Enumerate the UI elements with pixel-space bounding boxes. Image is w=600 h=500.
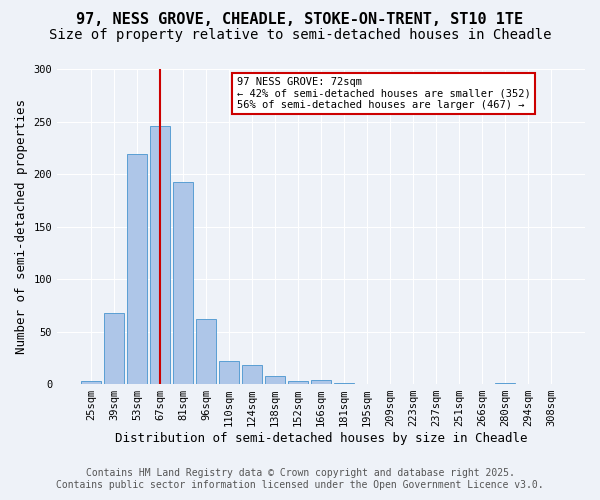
Bar xyxy=(311,380,331,384)
Bar xyxy=(219,361,239,384)
Text: 97, NESS GROVE, CHEADLE, STOKE-ON-TRENT, ST10 1TE: 97, NESS GROVE, CHEADLE, STOKE-ON-TRENT,… xyxy=(76,12,524,28)
Bar xyxy=(81,381,101,384)
Y-axis label: Number of semi-detached properties: Number of semi-detached properties xyxy=(15,99,28,354)
Text: Contains public sector information licensed under the Open Government Licence v3: Contains public sector information licen… xyxy=(56,480,544,490)
Bar xyxy=(150,126,170,384)
X-axis label: Distribution of semi-detached houses by size in Cheadle: Distribution of semi-detached houses by … xyxy=(115,432,527,445)
Bar xyxy=(496,383,515,384)
Bar xyxy=(334,383,354,384)
Bar xyxy=(265,376,285,384)
Text: Size of property relative to semi-detached houses in Cheadle: Size of property relative to semi-detach… xyxy=(49,28,551,42)
Text: 97 NESS GROVE: 72sqm
← 42% of semi-detached houses are smaller (352)
56% of semi: 97 NESS GROVE: 72sqm ← 42% of semi-detac… xyxy=(236,77,530,110)
Bar xyxy=(173,182,193,384)
Bar xyxy=(196,319,216,384)
Bar xyxy=(104,312,124,384)
Text: Contains HM Land Registry data © Crown copyright and database right 2025.: Contains HM Land Registry data © Crown c… xyxy=(86,468,514,477)
Bar xyxy=(288,381,308,384)
Bar xyxy=(127,154,147,384)
Bar xyxy=(242,365,262,384)
